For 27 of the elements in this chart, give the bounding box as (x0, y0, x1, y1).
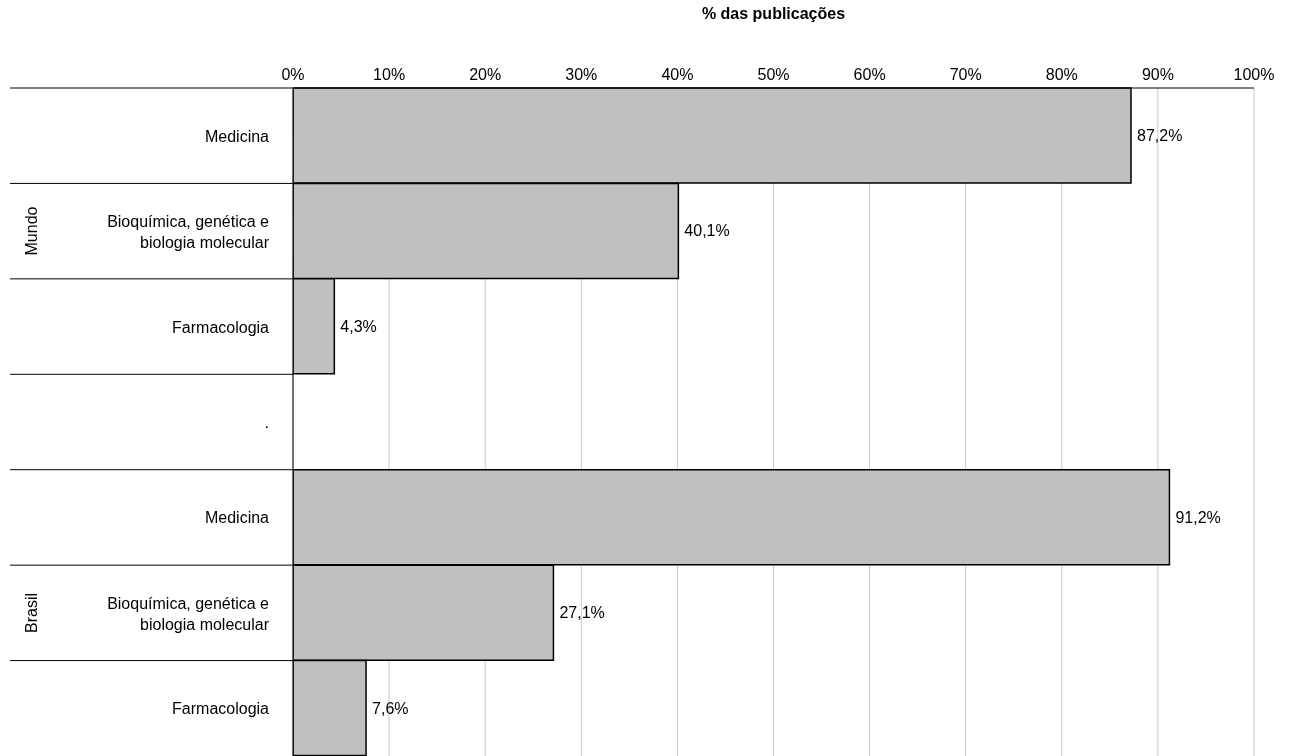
x-tick-label: 0% (281, 66, 305, 83)
x-tick-label: 40% (661, 66, 694, 83)
y-tick-label: Farmacologia (172, 699, 270, 717)
data-label: 87,2% (1136, 127, 1183, 144)
y-tick-label: Medicina (204, 508, 270, 526)
data-label: 27,1% (559, 604, 605, 622)
x-tick-label: 50% (757, 66, 790, 83)
x-tick-label: 20% (469, 66, 502, 83)
y-tick-label: Bioquímica, genética e biologia molecular (107, 212, 270, 251)
x-axis-title: % das publicações (701, 5, 846, 23)
y-tick-label: Medicina (204, 127, 270, 145)
data-label: 4,3% (340, 317, 377, 335)
x-tick-label: 10% (373, 66, 406, 83)
data-label: 91,2% (1175, 508, 1221, 526)
y-tick-label: . (264, 413, 269, 431)
y-tick-label: Farmacologia (172, 318, 270, 336)
data-label: 40,1% (684, 222, 730, 240)
x-tick-label: 70% (949, 66, 982, 83)
data-label: 7,6% (372, 699, 409, 717)
text: Mundo (23, 206, 41, 256)
y-tick-label: Bioquímica, genética e biologia molecular (107, 594, 270, 633)
x-tick-label: 60% (853, 66, 886, 83)
x-tick-label: 90% (1141, 66, 1174, 83)
x-tick-label: 80% (1045, 66, 1078, 83)
x-tick-label: 30% (565, 66, 598, 83)
text: Brasil (23, 592, 41, 633)
x-tick-label: 100% (1233, 66, 1275, 83)
